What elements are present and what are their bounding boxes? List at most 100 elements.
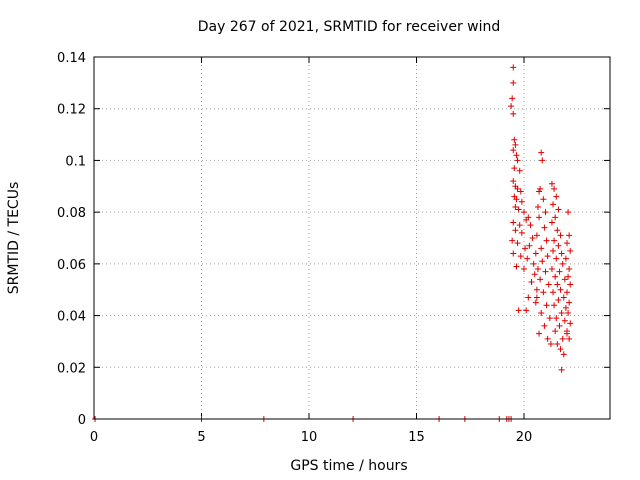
data-point <box>552 273 559 280</box>
data-point <box>539 157 546 164</box>
data-point <box>518 229 525 236</box>
data-point <box>567 281 574 288</box>
data-point <box>534 203 541 210</box>
data-point <box>513 152 520 159</box>
data-point <box>510 64 517 71</box>
data-point <box>513 196 520 203</box>
y-tick-label: 0.08 <box>57 206 86 221</box>
data-point <box>559 335 566 342</box>
data-point <box>564 328 570 335</box>
data-point <box>566 299 573 306</box>
data-point <box>560 351 567 358</box>
data-point <box>542 209 549 216</box>
data-point <box>539 258 546 265</box>
data-point <box>512 141 519 148</box>
x-axis-title: GPS time / hours <box>290 458 407 474</box>
data-point <box>553 193 560 200</box>
data-point <box>551 237 558 244</box>
data-point <box>510 147 517 154</box>
y-tick-label: 0.04 <box>57 310 86 325</box>
data-point <box>517 253 524 260</box>
x-tick-label: 5 <box>197 430 205 445</box>
data-point <box>554 341 561 348</box>
y-tick-label: 0.12 <box>57 103 86 118</box>
data-point <box>562 255 569 262</box>
data-point <box>552 214 559 221</box>
data-point <box>526 242 533 249</box>
data-point <box>554 281 561 288</box>
data-point <box>514 157 521 164</box>
data-point <box>509 237 516 244</box>
data-point <box>559 260 566 267</box>
data-point <box>565 309 572 316</box>
data-point <box>508 103 515 110</box>
data-point <box>538 245 545 252</box>
data-point <box>555 206 562 213</box>
data-point <box>537 276 544 283</box>
data-point <box>551 185 558 192</box>
data-point <box>556 322 563 329</box>
axis-ticks: 0 0.02 0.04 0.06 0.08 0.1 0.12 0.14 0 5 10 15 20 <box>57 51 610 445</box>
data-point <box>553 315 560 322</box>
data-point <box>566 232 573 239</box>
data-point <box>538 309 545 316</box>
data-point <box>541 224 548 231</box>
data-point <box>531 271 538 278</box>
data-point <box>511 136 518 143</box>
data-point <box>550 289 557 296</box>
data-point <box>550 201 557 208</box>
chart-title: Day 267 of 2021, SRMTID for receiver win… <box>198 19 501 35</box>
data-point <box>548 266 555 273</box>
data-point <box>543 302 550 309</box>
data-point <box>552 328 559 335</box>
data-point <box>510 110 517 117</box>
x-tick-label: 15 <box>408 430 425 445</box>
data-point <box>521 209 527 216</box>
data-point <box>536 188 543 195</box>
data-point <box>561 276 568 283</box>
data-point <box>540 196 547 203</box>
y-tick-label: 0.14 <box>57 51 86 66</box>
data-point <box>558 309 565 316</box>
data-point <box>565 273 572 280</box>
data-point <box>527 222 534 229</box>
data-points <box>92 64 574 422</box>
data-point <box>533 232 540 239</box>
data-point <box>529 235 536 241</box>
data-point <box>555 297 562 304</box>
data-point <box>534 266 541 273</box>
data-point <box>536 330 543 337</box>
data-point <box>567 247 574 254</box>
data-point <box>564 240 570 247</box>
data-point <box>515 307 522 314</box>
data-point <box>516 167 523 174</box>
data-point <box>547 341 554 348</box>
data-point <box>550 247 557 254</box>
data-point <box>545 281 552 288</box>
data-point <box>557 286 564 293</box>
data-point <box>564 289 570 296</box>
data-point <box>543 237 550 244</box>
y-tick-label: 0.02 <box>57 361 86 376</box>
y-axis-title: SRMTID / TECUs <box>6 182 22 295</box>
data-point <box>510 79 517 86</box>
data-point <box>516 222 523 229</box>
data-point <box>551 302 558 309</box>
data-point <box>514 240 521 247</box>
data-point <box>510 178 517 185</box>
data-point <box>537 185 544 192</box>
data-point <box>517 188 524 195</box>
data-point <box>557 232 564 239</box>
data-point <box>544 335 551 342</box>
data-point <box>525 214 532 221</box>
data-point <box>544 253 551 260</box>
data-point <box>565 209 572 216</box>
data-point <box>509 95 516 102</box>
data-point <box>533 294 540 301</box>
data-point <box>558 366 565 373</box>
data-point <box>521 266 527 273</box>
y-tick-label: 0.1 <box>65 154 86 169</box>
data-point <box>567 320 574 327</box>
data-point <box>532 299 539 306</box>
